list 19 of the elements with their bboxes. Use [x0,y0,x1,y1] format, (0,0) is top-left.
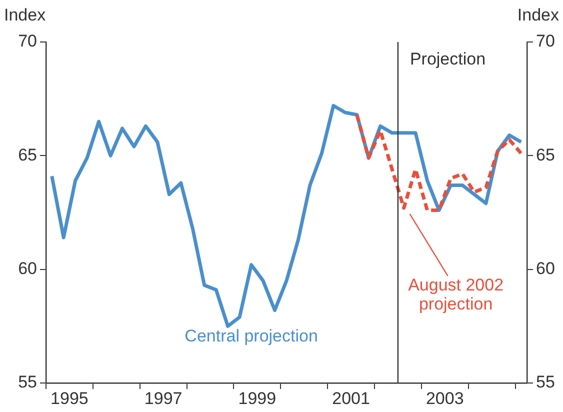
ref-line-label: Projection [410,50,486,69]
line-series [355,112,523,212]
x-tick-label: 2001 [332,388,370,408]
y2-tick-label: 65 [536,145,555,164]
y-tick-label: 70 [18,32,37,51]
series-label: Central projection [184,326,318,346]
y2-tick-label: 70 [536,32,555,51]
x-tick-label: 1995 [50,388,88,408]
x-tick-label: 2003 [426,388,464,408]
text: August 2002 projection [408,276,504,314]
y-axis-title: Index [4,6,46,25]
y2-axis-title: Index [517,6,560,25]
x-tick-label: 1997 [144,388,182,408]
y-tick-label: 65 [18,145,37,164]
y2-tick-label: 60 [536,259,555,278]
y2-tick-label: 55 [536,372,555,392]
x-tick-label: 1999 [238,388,276,408]
y-tick-label: 55 [18,372,37,392]
y-tick-label: 60 [18,259,37,278]
